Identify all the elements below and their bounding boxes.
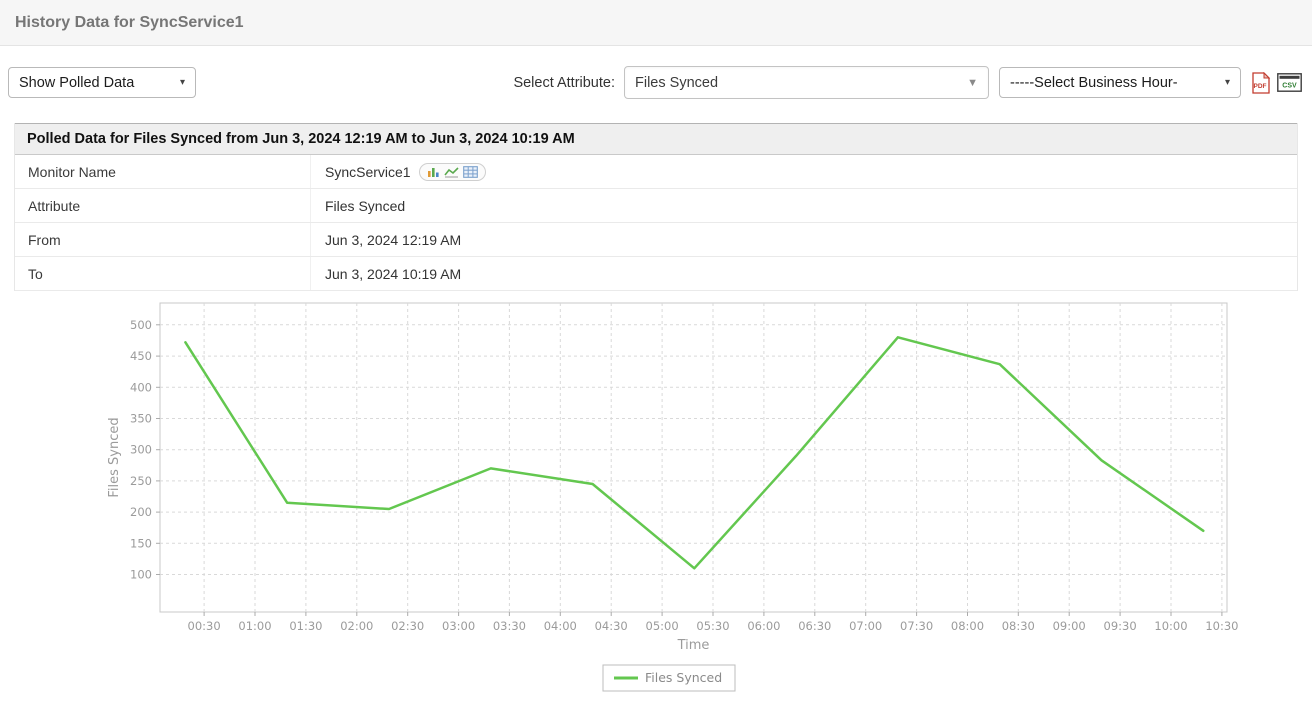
svg-text:00:30: 00:30	[188, 619, 221, 633]
chart-view-switcher[interactable]	[418, 162, 486, 181]
svg-text:200: 200	[130, 505, 152, 519]
polled-data-panel-title: Polled Data for Files Synced from Jun 3,…	[15, 123, 1297, 155]
svg-text:05:00: 05:00	[646, 619, 679, 633]
toolbar: Show Polled Data ▾ Select Attribute: Fil…	[0, 46, 1312, 99]
table-row: From Jun 3, 2024 12:19 AM	[15, 223, 1297, 257]
svg-text:500: 500	[130, 318, 152, 332]
table-view-icon[interactable]	[462, 165, 478, 178]
polled-data-select[interactable]: Show Polled Data ▾	[8, 67, 196, 98]
svg-text:02:30: 02:30	[391, 619, 424, 633]
bar-chart-icon[interactable]	[427, 166, 440, 178]
svg-text:350: 350	[130, 412, 152, 426]
monitor-name-value: SyncService1	[325, 163, 411, 180]
to-value: Jun 3, 2024 10:19 AM	[325, 265, 462, 282]
svg-text:08:00: 08:00	[951, 619, 984, 633]
svg-text:03:30: 03:30	[493, 619, 526, 633]
business-hour-select-value: -----Select Business Hour-	[1010, 74, 1178, 91]
svg-text:06:30: 06:30	[798, 619, 831, 633]
svg-text:03:00: 03:00	[442, 619, 475, 633]
svg-text:300: 300	[130, 443, 152, 457]
table-row: To Jun 3, 2024 10:19 AM	[15, 257, 1297, 291]
svg-text:Files Synced: Files Synced	[645, 670, 722, 685]
page-header: History Data for SyncService1	[0, 0, 1312, 46]
svg-text:09:00: 09:00	[1053, 619, 1086, 633]
svg-text:08:30: 08:30	[1002, 619, 1035, 633]
attribute-select-value: Files Synced	[635, 74, 719, 91]
csv-export-icon[interactable]: CSV	[1277, 73, 1302, 92]
table-row: Monitor Name SyncService1	[15, 155, 1297, 189]
svg-text:07:00: 07:00	[849, 619, 882, 633]
svg-text:CSV: CSV	[1282, 83, 1297, 90]
svg-text:09:30: 09:30	[1104, 619, 1137, 633]
attribute-select[interactable]: Files Synced ▼	[624, 66, 989, 99]
row-label: To	[15, 257, 311, 290]
svg-text:100: 100	[130, 568, 152, 582]
table-row: Attribute Files Synced	[15, 189, 1297, 223]
svg-text:10:30: 10:30	[1205, 619, 1238, 633]
line-chart-icon[interactable]	[443, 166, 459, 178]
export-icons: PDF CSV	[1251, 71, 1302, 94]
row-label: From	[15, 223, 311, 256]
page-title: History Data for SyncService1	[15, 13, 244, 31]
svg-text:400: 400	[130, 380, 152, 394]
svg-text:04:00: 04:00	[544, 619, 577, 633]
history-chart-container: 00:30 01:00 01:30 02:00 02:30 03:00 03:30 04:00…	[14, 301, 1298, 702]
svg-text:450: 450	[130, 349, 152, 363]
svg-text:250: 250	[130, 474, 152, 488]
svg-text:04:30: 04:30	[595, 619, 628, 633]
polled-data-panel: Polled Data for Files Synced from Jun 3,…	[14, 123, 1298, 291]
select-attribute-label: Select Attribute:	[513, 74, 615, 91]
svg-text:Time: Time	[677, 638, 710, 653]
svg-text:PDF: PDF	[1254, 83, 1267, 90]
chevron-down-icon: ▾	[1224, 77, 1230, 88]
business-hour-select[interactable]: -----Select Business Hour- ▾	[999, 67, 1241, 98]
polled-data-select-value: Show Polled Data	[19, 74, 135, 91]
chevron-down-icon: ▾	[179, 77, 185, 88]
svg-text:06:00: 06:00	[747, 619, 780, 633]
row-label: Attribute	[15, 189, 311, 222]
svg-text:02:00: 02:00	[340, 619, 373, 633]
pdf-export-icon[interactable]: PDF	[1251, 71, 1271, 94]
svg-text:150: 150	[130, 536, 152, 550]
svg-text:05:30: 05:30	[696, 619, 729, 633]
from-value: Jun 3, 2024 12:19 AM	[325, 231, 462, 248]
svg-text:Files Synced: Files Synced	[107, 417, 122, 497]
attribute-value: Files Synced	[325, 197, 406, 214]
svg-text:01:00: 01:00	[238, 619, 271, 633]
row-label: Monitor Name	[15, 155, 311, 188]
svg-text:07:30: 07:30	[900, 619, 933, 633]
svg-text:01:30: 01:30	[289, 619, 322, 633]
history-line-chart: 00:30 01:00 01:30 02:00 02:30 03:00 03:30 04:00…	[107, 302, 1238, 692]
svg-text:10:00: 10:00	[1154, 619, 1187, 633]
chevron-down-icon: ▼	[967, 76, 978, 89]
